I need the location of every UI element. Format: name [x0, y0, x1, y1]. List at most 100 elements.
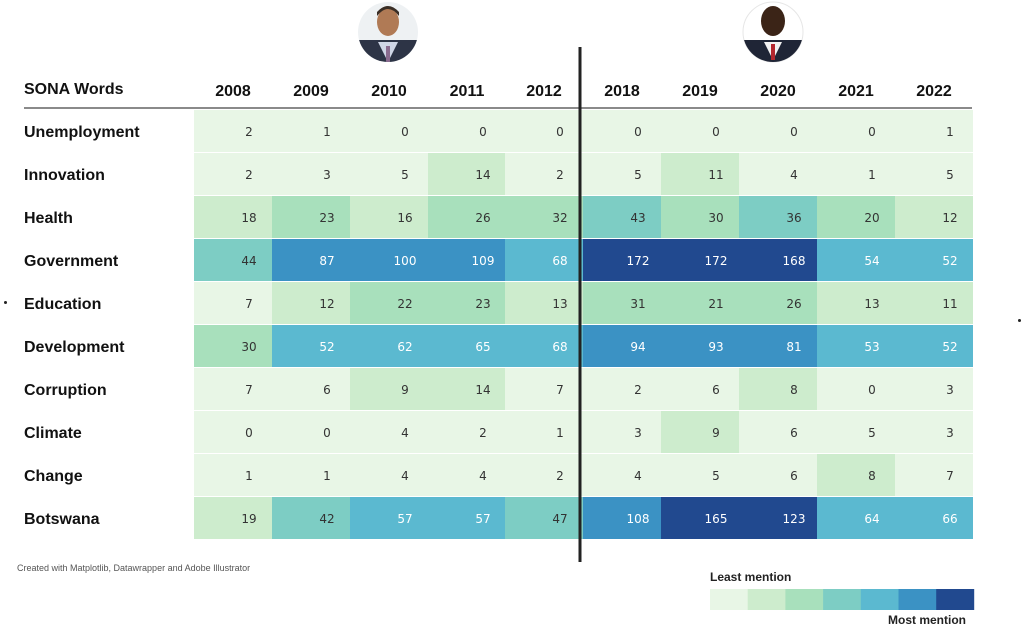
cell-value-label: 0	[868, 383, 876, 397]
heatmap-cell	[817, 153, 895, 195]
cell-value-label: 168	[783, 254, 806, 268]
cell-value-label: 43	[630, 211, 645, 225]
heatmap-cell	[739, 196, 817, 238]
cell-value-label: 9	[712, 426, 720, 440]
cell-value-label: 66	[942, 512, 957, 526]
heatmap-cell	[505, 497, 583, 539]
heatmap-cell	[505, 110, 583, 152]
cell-value-label: 0	[556, 125, 564, 139]
cell-value-label: 1	[323, 125, 331, 139]
heatmap-cell	[350, 239, 428, 281]
cell-value-label: 94	[630, 340, 645, 354]
cell-value-label: 5	[946, 168, 954, 182]
heatmap-cell	[661, 239, 739, 281]
cell-value-label: 6	[323, 383, 331, 397]
heatmap-cell	[739, 325, 817, 367]
cell-value-label: 0	[790, 125, 798, 139]
heatmap-cell	[583, 282, 661, 324]
cell-value-label: 4	[401, 426, 409, 440]
heatmap-cell	[739, 454, 817, 496]
column-header-2018: 2018	[604, 83, 640, 100]
cell-value-label: 30	[708, 211, 723, 225]
column-header-2021: 2021	[838, 83, 874, 100]
heatmap-cell	[428, 282, 506, 324]
heatmap-cell	[428, 368, 506, 410]
column-header-2008: 2008	[215, 83, 251, 100]
heatmap-cell	[739, 153, 817, 195]
heatmap-cell	[895, 454, 973, 496]
cell-value-label: 22	[397, 297, 412, 311]
cell-value-label: 18	[241, 211, 256, 225]
cell-value-label: 2	[556, 469, 564, 483]
cell-value-label: 2	[245, 168, 253, 182]
heatmap-cell	[428, 153, 506, 195]
heatmap-cell	[194, 325, 272, 367]
footnote: Created with Matplotlib, Datawrapper and…	[17, 563, 251, 573]
cell-value-label: 2	[245, 125, 253, 139]
cell-value-label: 0	[401, 125, 409, 139]
heatmap-cell	[895, 497, 973, 539]
legend-high-label: Most mention	[888, 613, 966, 627]
heatmap-cell	[895, 110, 973, 152]
portrait-left	[358, 2, 418, 62]
cell-value-label: 68	[552, 254, 567, 268]
cell-value-label: 12	[942, 211, 957, 225]
heatmap-cell	[272, 325, 350, 367]
legend-swatch	[860, 589, 899, 610]
heatmap-cell	[505, 368, 583, 410]
cell-value-label: 87	[319, 254, 334, 268]
cell-value-label: 2	[556, 168, 564, 182]
heatmap-cell	[895, 411, 973, 453]
heatmap-cell	[583, 325, 661, 367]
heatmap-cell	[194, 196, 272, 238]
heatmap-cell	[350, 497, 428, 539]
heatmap-cell	[194, 497, 272, 539]
cell-value-label: 1	[323, 469, 331, 483]
heatmap-cell	[272, 282, 350, 324]
cell-value-label: 100	[394, 254, 417, 268]
cell-value-label: 6	[712, 383, 720, 397]
cell-value-label: 7	[556, 383, 564, 397]
heatmap-cell	[350, 153, 428, 195]
cell-value-label: 52	[942, 340, 957, 354]
cell-value-label: 0	[323, 426, 331, 440]
heatmap-cell	[661, 325, 739, 367]
cell-value-label: 165	[705, 512, 728, 526]
cell-value-label: 2	[634, 383, 642, 397]
heatmap-cell	[194, 454, 272, 496]
heatmap-cell	[817, 239, 895, 281]
heatmap-cell	[583, 454, 661, 496]
cell-value-label: 108	[627, 512, 650, 526]
heatmap-cell	[583, 411, 661, 453]
cell-value-label: 19	[241, 512, 256, 526]
cell-value-label: 4	[479, 469, 487, 483]
heatmap-cell	[505, 196, 583, 238]
row-label-unemployment: Unemployment	[24, 124, 140, 141]
legend-swatch	[747, 589, 786, 610]
heatmap-cell	[661, 454, 739, 496]
cell-value-label: 68	[552, 340, 567, 354]
heatmap-cell	[895, 282, 973, 324]
heatmap-cell	[194, 239, 272, 281]
cell-value-label: 0	[245, 426, 253, 440]
cell-value-label: 14	[475, 168, 490, 182]
heatmap-cell	[895, 368, 973, 410]
cell-value-label: 62	[397, 340, 412, 354]
cell-value-label: 3	[634, 426, 642, 440]
heatmap-cell	[583, 196, 661, 238]
heatmap-cell	[583, 368, 661, 410]
heatmap-cell	[739, 497, 817, 539]
cell-value-label: 8	[790, 383, 798, 397]
cell-value-label: 11	[708, 168, 723, 182]
cell-value-label: 64	[864, 512, 879, 526]
cell-value-label: 7	[245, 383, 253, 397]
column-headers: SONA Words 2008 2009 2010 2011 2012 2018 2019 20…	[24, 81, 952, 100]
heatmap-cell	[194, 368, 272, 410]
cell-value-label: 5	[712, 469, 720, 483]
heatmap-cells: 2 1 0 0 0 0 0 0 0 12 3 5 14 2 5 11 4 1 518 23 16 26 32 43 30 36 20…	[194, 110, 973, 539]
cell-value-label: 0	[479, 125, 487, 139]
row-label-education: Education	[24, 296, 101, 313]
cell-value-label: 23	[475, 297, 490, 311]
heatmap-cell	[895, 239, 973, 281]
cell-value-label: 57	[475, 512, 490, 526]
